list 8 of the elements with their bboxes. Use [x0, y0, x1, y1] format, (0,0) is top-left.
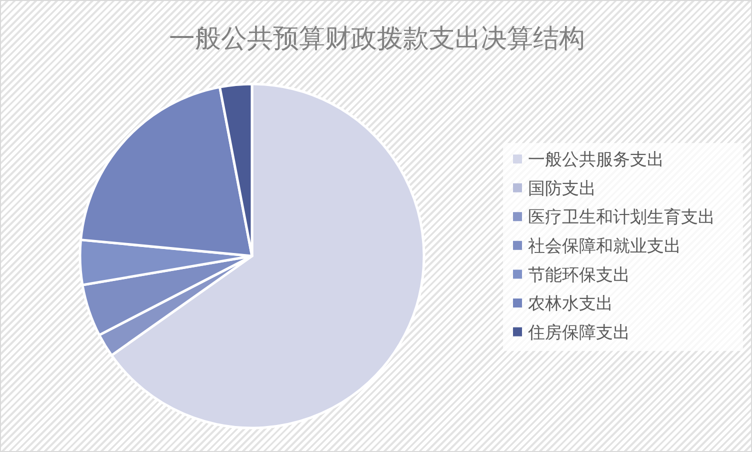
legend-label: 医疗卫生和计划生育支出 — [528, 208, 715, 228]
legend-label: 一般公共服务支出 — [528, 150, 664, 170]
legend-label: 农林水支出 — [528, 294, 613, 314]
legend-label: 国防支出 — [528, 178, 596, 199]
chart-title: 一般公共预算财政拨款支出决算结构 — [169, 24, 585, 53]
legend-label: 住房保障支出 — [527, 322, 630, 343]
legend-label: 社会保障和就业支出 — [528, 236, 681, 257]
legend-label: 节能环保支出 — [528, 265, 630, 286]
